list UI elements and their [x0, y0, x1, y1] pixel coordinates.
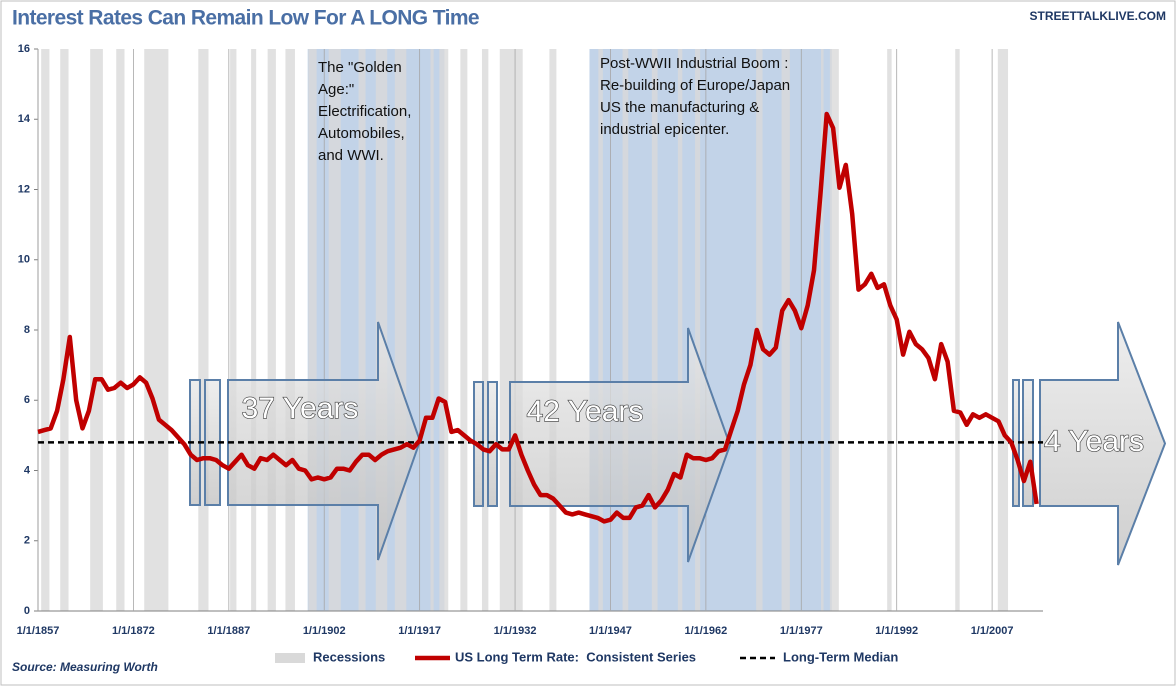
recession-band [90, 49, 103, 611]
recession-band [598, 49, 603, 611]
y-tick-label: 2 [24, 535, 30, 547]
x-tick-label: 1/1/1932 [494, 625, 537, 637]
highlight-note: Post-WWII Industrial Boom : [600, 55, 788, 72]
legend-label: Long-Term Median [783, 649, 898, 664]
y-tick-label: 0 [24, 605, 30, 617]
recession-band [430, 49, 434, 611]
x-tick-label: 1/1/2007 [971, 625, 1014, 637]
recession-band [308, 49, 317, 611]
x-tick-label: 1/1/1947 [589, 625, 632, 637]
y-tick-label: 10 [18, 254, 30, 266]
x-tick-label: 1/1/1857 [17, 625, 60, 637]
source: Source: Measuring Worth [12, 660, 158, 674]
x-tick-label: 1/1/1887 [207, 625, 250, 637]
highlight-note: US the manufacturing & [600, 99, 759, 116]
recession-band [144, 49, 169, 611]
y-tick-label: 16 [18, 43, 30, 55]
recession-band [955, 49, 960, 611]
annotation: 37 Years [242, 392, 359, 425]
recession-band [230, 49, 237, 611]
arrow [227, 321, 422, 561]
recession-band [267, 49, 276, 611]
recession-band [499, 49, 523, 611]
recession-band [887, 49, 892, 611]
recession-band [695, 49, 701, 611]
recession-band [622, 49, 629, 611]
x-tick-label: 1/1/1902 [303, 625, 346, 637]
y-tick-label: 14 [18, 113, 31, 125]
recession-band [198, 49, 209, 611]
highlight-note: The "Golden [318, 59, 402, 76]
recession-band [460, 49, 468, 611]
annotation: 4 Years [1044, 425, 1144, 458]
recession-band [60, 49, 69, 611]
highlight-note: Re-building of Europe/Japan [600, 77, 790, 94]
recession-band [481, 49, 489, 611]
arrow [1039, 321, 1167, 566]
recession-band [285, 49, 295, 611]
recession-band [251, 49, 257, 611]
legend-label: Recessions [313, 649, 385, 664]
recession-band [756, 49, 763, 611]
recession-band [651, 49, 658, 611]
x-tick-label: 1/1/1917 [398, 625, 441, 637]
x-tick-label: 1/1/1962 [684, 625, 727, 637]
y-tick-label: 8 [24, 324, 30, 336]
recession-band [677, 49, 683, 611]
highlight-note: Electrification, [318, 103, 411, 120]
recession-band [358, 49, 366, 611]
x-tick-label: 1/1/1977 [780, 625, 823, 637]
recession-band [439, 49, 449, 611]
y-tick-label: 12 [18, 183, 30, 195]
recession-band [781, 49, 790, 611]
chart-title: Interest Rates Can Remain Low For A LONG… [12, 7, 479, 30]
series-line [37, 111, 1039, 524]
x-tick-label: 1/1/1872 [112, 625, 155, 637]
recession-band [829, 49, 839, 611]
highlight-note: and WWI. [318, 147, 384, 164]
x-tick-label: 1/1/1992 [875, 625, 918, 637]
recession-band [394, 49, 407, 611]
recession-band [997, 49, 1009, 611]
recession-band [821, 49, 824, 611]
arrow [509, 327, 732, 563]
recession-band [116, 49, 125, 611]
annotation: 42 Years [527, 395, 644, 428]
highlight-note: Age:" [318, 81, 354, 98]
y-tick-label: 6 [24, 394, 30, 406]
recession-band [549, 49, 557, 611]
legend-swatch [275, 653, 305, 663]
recession-band [41, 49, 50, 611]
y-tick-label: 4 [24, 464, 31, 476]
site: STREETTALKLIVE.COM [1030, 9, 1166, 23]
highlight-note: industrial epicenter. [600, 121, 729, 138]
legend-label: US Long Term Rate: Consistent Series [455, 649, 696, 664]
highlight-note: Automobiles, [318, 125, 405, 142]
